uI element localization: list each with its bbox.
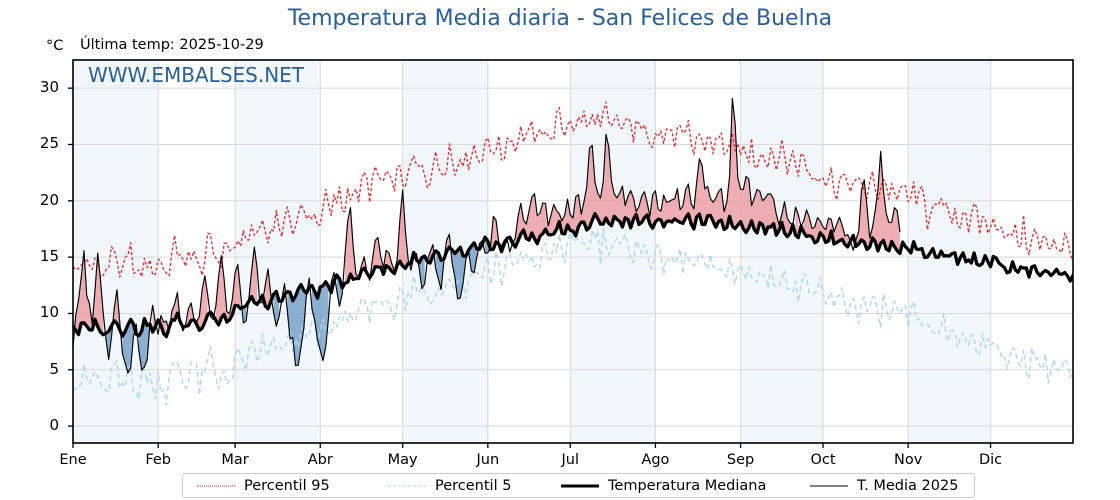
- legend-item-label: Percentil 5: [435, 477, 512, 494]
- x-tick-label: Sep: [726, 452, 755, 468]
- x-tick-label: Dic: [978, 452, 1003, 468]
- legend-item[interactable]: Percentil 95: [197, 478, 330, 494]
- x-tick-label: Abr: [307, 452, 333, 468]
- legend-line-swatch-icon: [388, 480, 426, 492]
- x-tick-label: May: [387, 452, 418, 468]
- x-tick-label: Oct: [810, 452, 836, 468]
- legend-line-swatch-icon: [561, 480, 599, 492]
- y-tick-label: 0: [49, 416, 59, 435]
- legend-item[interactable]: T. Media 2025: [810, 478, 958, 494]
- y-tick-label: 25: [39, 134, 59, 153]
- y-tick-label: 20: [39, 190, 59, 209]
- x-tick-label: Jun: [476, 452, 500, 468]
- page-title: Temperatura Media diaria - San Felices d…: [287, 6, 833, 31]
- x-tick-label: Ago: [641, 452, 670, 468]
- x-tick-label: Ene: [59, 452, 87, 468]
- last-temp-label: Última temp: 2025-10-29: [80, 37, 264, 53]
- x-tick-label: Mar: [221, 452, 249, 468]
- legend-line-swatch-icon: [197, 480, 235, 492]
- legend-item-label: Temperatura Mediana: [608, 477, 767, 494]
- x-tick-label: Jul: [561, 452, 580, 468]
- x-tick-label: Feb: [145, 452, 171, 468]
- legend-line-swatch-icon: [810, 480, 848, 492]
- legend-item-label: T. Media 2025: [857, 477, 959, 494]
- y-tick-label: 30: [39, 78, 59, 97]
- chart-legend: Percentil 95 Percentil 5 Temperatura Media…: [182, 473, 975, 498]
- y-tick-label: 10: [39, 303, 59, 322]
- y-tick-label: 15: [39, 247, 59, 266]
- legend-item[interactable]: Temperatura Mediana: [561, 478, 766, 494]
- y-tick-label: 5: [49, 359, 59, 378]
- legend-item-label: Percentil 95: [244, 477, 330, 494]
- y-axis-unit-label: °C: [46, 38, 64, 54]
- legend-item[interactable]: Percentil 5: [388, 478, 511, 494]
- x-tick-label: Nov: [894, 452, 923, 468]
